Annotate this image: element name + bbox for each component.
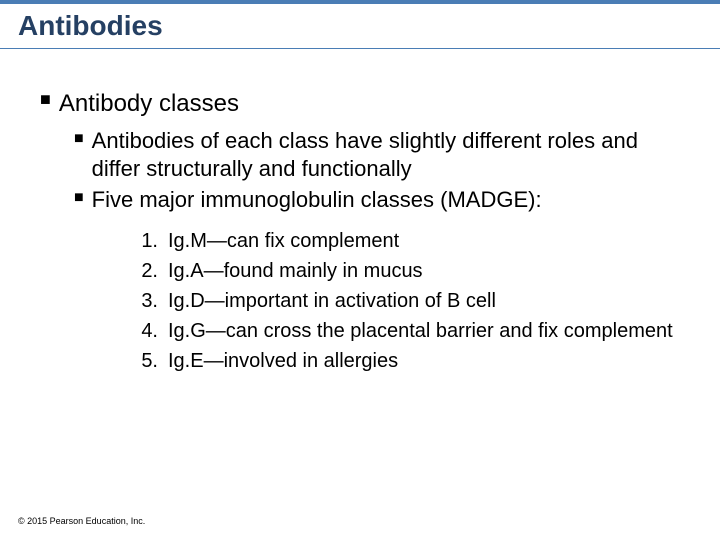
list-text: Ig.G—can cross the placental barrier and… [168,318,673,344]
square-bullet-icon: ■ [74,130,84,148]
square-bullet-icon: ■ [74,189,84,207]
list-text: Ig.E—involved in allergies [168,348,398,374]
list-item: 2. Ig.A—found mainly in mucus [130,258,690,284]
bullet-level-2: ■ Antibodies of each class have slightly… [74,127,690,182]
square-bullet-icon: ■ [40,89,51,111]
list-number: 4. [130,318,158,344]
list-text: Ig.D—important in activation of B cell [168,288,496,314]
slide: Antibodies ■ Antibody classes ■ Antibodi… [0,0,720,540]
slide-content: ■ Antibody classes ■ Antibodies of each … [0,49,720,374]
numbered-list: 1. Ig.M—can fix complement 2. Ig.A—found… [130,228,690,374]
list-item: 1. Ig.M—can fix complement [130,228,690,254]
bullet-level-1: ■ Antibody classes [40,89,690,119]
lvl2-text: Five major immunoglobulin classes (MADGE… [92,186,542,214]
bullet-level-2: ■ Five major immunoglobulin classes (MAD… [74,186,690,214]
list-number: 1. [130,228,158,254]
lvl2-text: Antibodies of each class have slightly d… [92,127,690,182]
lvl1-text: Antibody classes [59,89,239,119]
list-text: Ig.A—found mainly in mucus [168,258,423,284]
list-number: 5. [130,348,158,374]
copyright-notice: © 2015 Pearson Education, Inc. [18,516,145,526]
title-bar: Antibodies [0,0,720,49]
list-item: 5. Ig.E—involved in allergies [130,348,690,374]
list-item: 4. Ig.G—can cross the placental barrier … [130,318,690,344]
list-number: 2. [130,258,158,284]
list-text: Ig.M—can fix complement [168,228,399,254]
list-number: 3. [130,288,158,314]
slide-title: Antibodies [18,10,720,42]
list-item: 3. Ig.D—important in activation of B cel… [130,288,690,314]
